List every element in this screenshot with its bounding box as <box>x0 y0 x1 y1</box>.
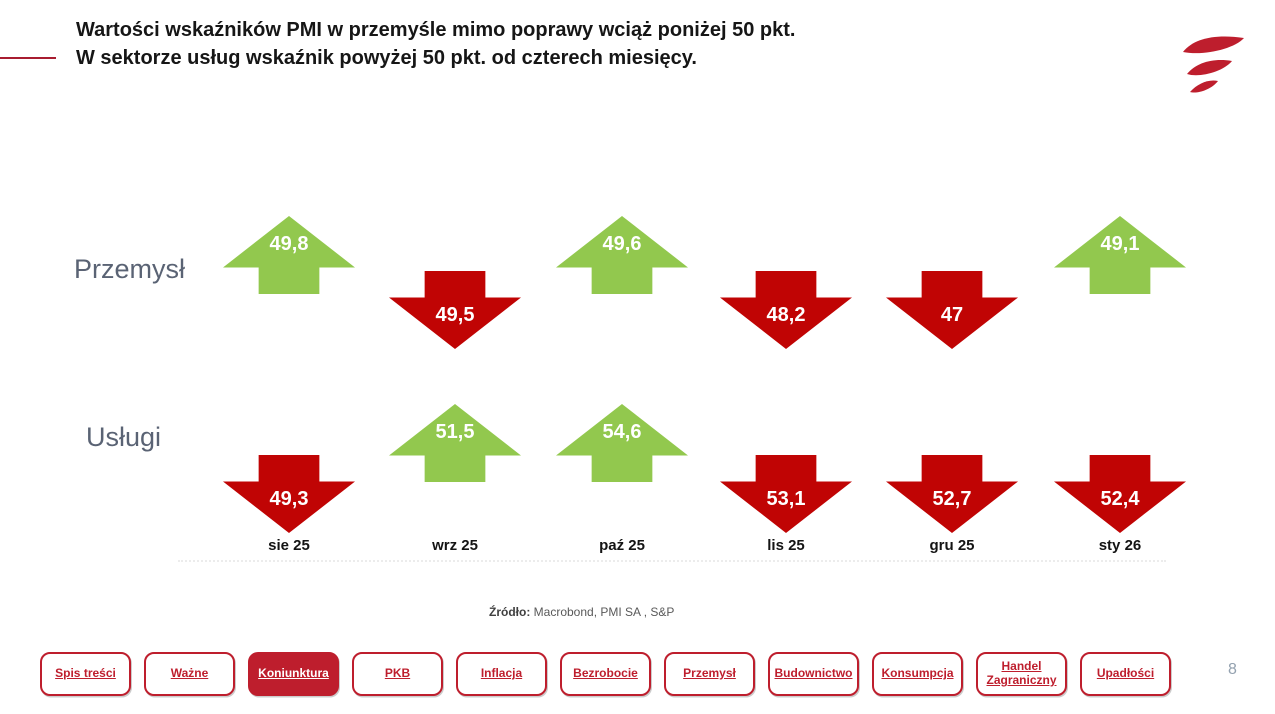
arrow-down-uslugi-sie25: 49,3 <box>223 455 355 533</box>
nav-button-upadlosci[interactable]: Upadłości <box>1080 652 1171 696</box>
arrow-value: 53,1 <box>766 488 806 510</box>
axis-label-sie25: sie 25 <box>268 537 310 554</box>
axis-label-gru25: gru 25 <box>929 537 975 554</box>
arrow-up-uslugi-paz25: 54,6 <box>556 404 688 482</box>
arrow-up-przemysl-sty26: 49,1 <box>1054 216 1186 294</box>
brand-logo <box>1182 33 1248 95</box>
brand-logo-icon <box>1183 36 1244 93</box>
arrow-up-przemysl-paz25: 49,6 <box>556 216 688 294</box>
page-title-line1: Wartości wskaźników PMI w przemyśle mimo… <box>76 19 796 41</box>
bottom-navigation: Spis treści Ważne Koniunktura PKB Inflac… <box>40 652 1171 696</box>
axis-label-lis25: lis 25 <box>767 537 805 554</box>
nav-button-budownictwo[interactable]: Budownictwo <box>768 652 859 696</box>
arrow-down-uslugi-sty26: 52,4 <box>1054 455 1186 533</box>
nav-button-przemysl[interactable]: Przemysł <box>664 652 755 696</box>
axis-label-sty26: sty 26 <box>1098 537 1142 554</box>
arrow-down-przemysl-lis25: 48,2 <box>720 271 852 349</box>
axis-label-wrz25: wrz 25 <box>432 537 478 554</box>
arrow-value: 47 <box>940 304 964 326</box>
arrow-up-uslugi-wrz25: 51,5 <box>389 404 521 482</box>
arrow-value: 51,5 <box>435 421 475 443</box>
arrow-value: 52,7 <box>932 488 972 510</box>
source-text: Macrobond, PMI SA , S&P <box>530 605 675 619</box>
axis-dotted-line <box>178 560 1166 562</box>
page-number: 8 <box>1228 661 1237 678</box>
page-title: Wartości wskaźników PMI w przemyśle mimo… <box>76 16 795 72</box>
nav-button-bezrobocie[interactable]: Bezrobocie <box>560 652 651 696</box>
nav-button-konsumpcja[interactable]: Konsumpcja <box>872 652 963 696</box>
nav-button-wazne[interactable]: Ważne <box>144 652 235 696</box>
axis-label-paz25: paź 25 <box>599 537 645 554</box>
arrow-up-przemysl-sie25: 49,8 <box>223 216 355 294</box>
row-label-przemysl: Przemysł <box>74 254 186 284</box>
nav-button-handel-zagraniczny[interactable]: Handel Zagraniczny <box>976 652 1067 696</box>
source-note: Źródło: Macrobond, PMI SA , S&P <box>489 605 674 619</box>
nav-button-spis-tresci[interactable]: Spis treści <box>40 652 131 696</box>
nav-button-pkb[interactable]: PKB <box>352 652 443 696</box>
arrow-down-uslugi-gru25: 52,7 <box>886 455 1018 533</box>
page-title-line2: W sektorze usług wskaźnik powyżej 50 pkt… <box>76 47 697 69</box>
arrow-value: 48,2 <box>766 304 806 326</box>
arrow-value: 49,5 <box>435 304 475 326</box>
title-accent-line <box>0 57 56 59</box>
arrow-value: 54,6 <box>602 421 642 443</box>
arrow-value: 49,8 <box>269 233 309 255</box>
arrow-down-uslugi-lis25: 53,1 <box>720 455 852 533</box>
nav-button-koniunktura[interactable]: Koniunktura <box>248 652 339 696</box>
arrow-down-przemysl-wrz25: 49,5 <box>389 271 521 349</box>
source-label: Źródło: <box>489 605 531 619</box>
arrow-value: 49,6 <box>602 233 642 255</box>
arrow-down-przemysl-gru25: 47 <box>886 271 1018 349</box>
arrow-value: 49,3 <box>269 488 309 510</box>
arrow-value: 52,4 <box>1100 488 1140 510</box>
arrow-value: 49,1 <box>1100 233 1140 255</box>
nav-button-inflacja[interactable]: Inflacja <box>456 652 547 696</box>
row-label-uslugi: Usługi <box>86 422 162 452</box>
